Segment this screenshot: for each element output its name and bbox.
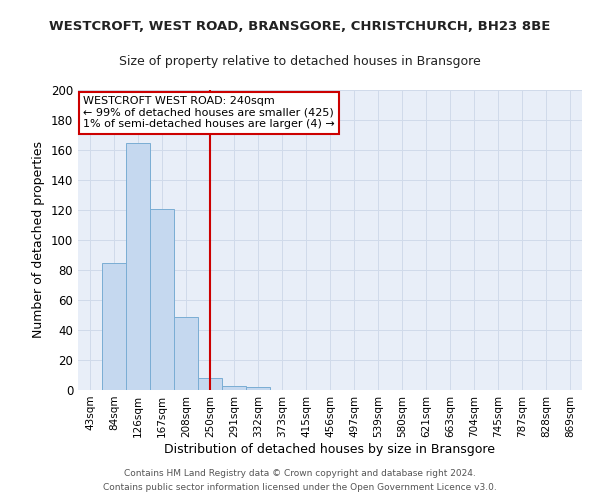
Bar [126,142,150,390]
X-axis label: Distribution of detached houses by size in Bransgore: Distribution of detached houses by size … [164,442,496,456]
Bar [222,386,246,390]
Text: WESTCROFT, WEST ROAD, BRANSGORE, CHRISTCHURCH, BH23 8BE: WESTCROFT, WEST ROAD, BRANSGORE, CHRISTC… [49,20,551,33]
Text: Contains HM Land Registry data © Crown copyright and database right 2024.: Contains HM Land Registry data © Crown c… [124,468,476,477]
Text: Contains public sector information licensed under the Open Government Licence v3: Contains public sector information licen… [103,484,497,492]
Bar [246,387,270,390]
Bar [174,316,198,390]
Y-axis label: Number of detached properties: Number of detached properties [32,142,45,338]
Text: Size of property relative to detached houses in Bransgore: Size of property relative to detached ho… [119,55,481,68]
Bar [150,208,174,390]
Bar [102,262,126,390]
Text: WESTCROFT WEST ROAD: 240sqm
← 99% of detached houses are smaller (425)
1% of sem: WESTCROFT WEST ROAD: 240sqm ← 99% of det… [83,96,335,129]
Bar [198,378,222,390]
